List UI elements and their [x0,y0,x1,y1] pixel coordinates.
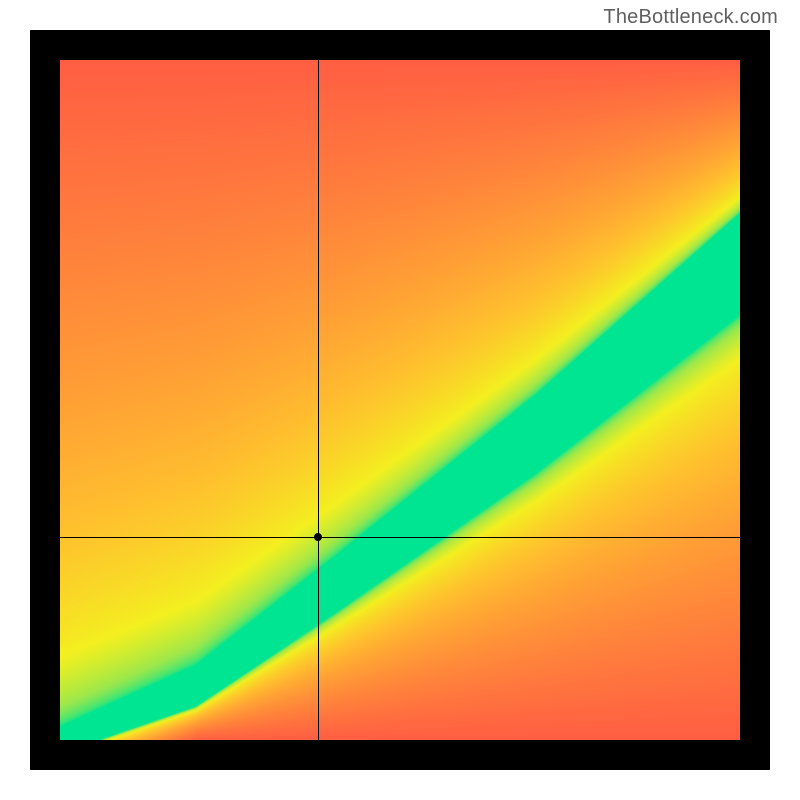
plot-area [60,60,740,740]
chart-frame [30,30,770,770]
watermark: TheBottleneck.com [603,6,778,29]
heatmap-canvas [60,60,740,740]
